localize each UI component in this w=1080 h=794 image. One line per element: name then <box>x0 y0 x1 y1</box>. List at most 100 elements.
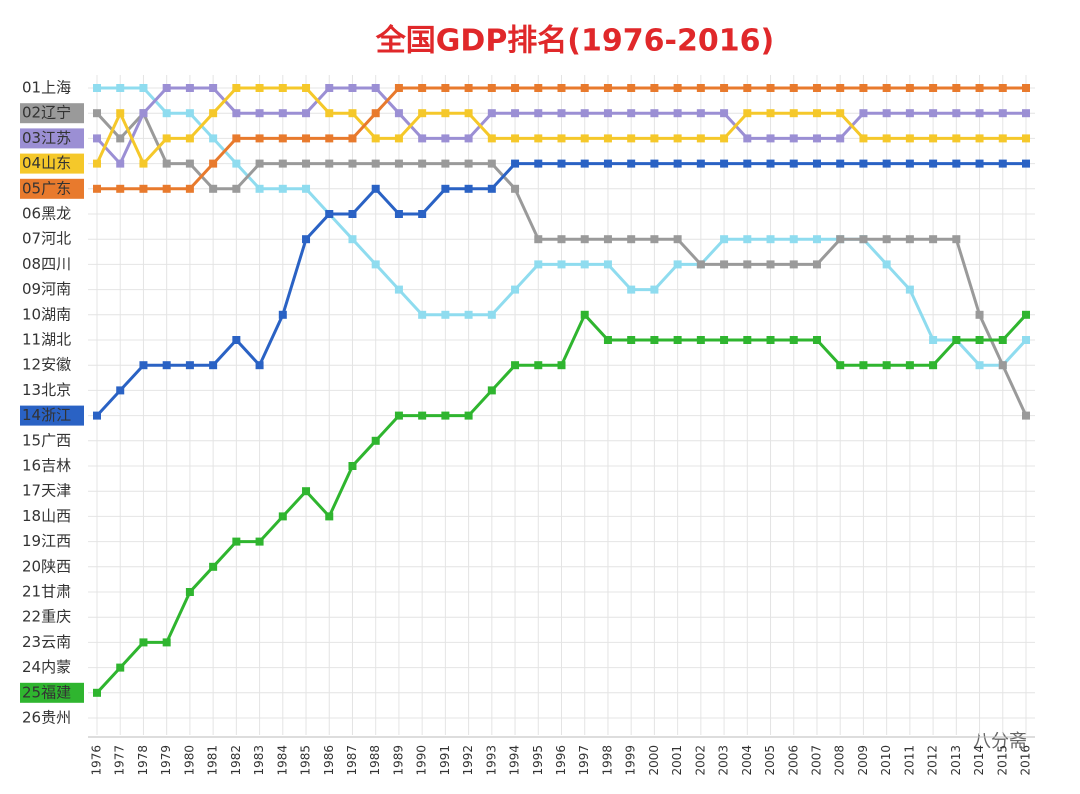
point-marker <box>975 336 984 344</box>
point-marker <box>557 84 566 92</box>
x-tick-label: 1976 <box>90 745 104 776</box>
point-marker <box>720 84 729 92</box>
x-tick-label: 1992 <box>461 745 475 776</box>
point-marker <box>487 184 496 193</box>
x-tick-label: 2007 <box>809 745 823 776</box>
point-marker <box>93 84 101 92</box>
point-marker <box>255 109 264 118</box>
chart-title: 全国GDP排名(1976-2016) <box>375 24 774 59</box>
point-marker <box>998 336 1007 344</box>
point-marker <box>812 109 821 118</box>
point-marker <box>673 260 682 269</box>
x-tick-label: 1999 <box>624 745 638 776</box>
point-marker <box>882 159 891 168</box>
point-marker <box>255 159 264 168</box>
point-marker <box>650 159 659 168</box>
point-marker <box>557 159 566 168</box>
point-marker <box>789 84 798 92</box>
point-marker <box>743 159 752 168</box>
point-marker <box>278 84 287 92</box>
point-marker <box>464 184 473 193</box>
point-marker <box>1022 134 1030 143</box>
point-marker <box>673 134 682 143</box>
point-marker <box>882 134 891 143</box>
point-marker <box>302 159 311 168</box>
point-marker <box>975 134 984 143</box>
point-marker <box>580 109 589 118</box>
point-marker <box>905 109 914 118</box>
point-marker <box>929 109 938 118</box>
point-marker <box>162 159 171 168</box>
x-tick-label: 2000 <box>647 745 661 776</box>
label-highlight <box>20 153 84 174</box>
point-marker <box>255 134 264 143</box>
point-marker <box>836 361 845 370</box>
point-marker <box>696 84 705 92</box>
point-marker <box>394 134 403 143</box>
point-marker <box>836 134 845 143</box>
point-marker <box>812 134 821 143</box>
point-marker <box>511 159 520 168</box>
point-marker <box>116 159 125 168</box>
point-marker <box>580 159 589 168</box>
point-marker <box>162 84 171 92</box>
y-tick-label: 05广东 <box>22 179 71 197</box>
point-marker <box>278 159 287 168</box>
point-marker <box>673 336 682 344</box>
point-marker <box>696 109 705 118</box>
point-marker <box>325 159 334 168</box>
x-tick-label: 2008 <box>833 745 847 776</box>
point-marker <box>441 310 450 319</box>
point-marker <box>929 159 938 168</box>
point-marker <box>812 260 821 269</box>
point-marker <box>348 210 357 218</box>
point-marker <box>743 260 752 269</box>
point-marker <box>278 134 287 143</box>
point-marker <box>162 184 171 193</box>
point-marker <box>603 109 612 118</box>
point-marker <box>209 361 218 370</box>
point-marker <box>905 235 914 244</box>
y-tick-label: 15广西 <box>22 431 71 449</box>
x-tick-label: 2016 <box>1019 745 1033 776</box>
point-marker <box>998 361 1007 370</box>
point-marker <box>766 260 775 269</box>
point-marker <box>766 159 775 168</box>
point-marker <box>302 134 311 143</box>
point-marker <box>487 386 496 395</box>
point-marker <box>394 210 403 218</box>
point-marker <box>185 184 194 193</box>
point-marker <box>534 235 543 244</box>
point-marker <box>627 159 636 168</box>
point-marker <box>696 260 705 269</box>
point-marker <box>789 109 798 118</box>
y-tick-label: 12安徽 <box>22 356 71 374</box>
point-marker <box>162 361 171 370</box>
point-marker <box>348 159 357 168</box>
y-tick-label: 10湖南 <box>22 305 71 323</box>
point-marker <box>348 134 357 143</box>
point-marker <box>557 260 566 269</box>
point-marker <box>464 411 473 420</box>
point-marker <box>859 361 868 370</box>
point-marker <box>905 84 914 92</box>
point-marker <box>905 285 914 294</box>
point-marker <box>998 159 1007 168</box>
point-marker <box>511 184 520 193</box>
point-marker <box>673 84 682 92</box>
point-marker <box>998 134 1007 143</box>
point-marker <box>859 84 868 92</box>
point-marker <box>441 411 450 420</box>
point-marker <box>929 84 938 92</box>
point-marker <box>185 361 194 370</box>
point-marker <box>116 663 125 672</box>
point-marker <box>859 235 868 244</box>
x-tick-label: 1996 <box>554 745 568 776</box>
point-marker <box>650 285 659 294</box>
point-marker <box>673 109 682 118</box>
point-marker <box>232 184 241 193</box>
point-marker <box>766 336 775 344</box>
point-marker <box>743 109 752 118</box>
point-marker <box>720 336 729 344</box>
point-marker <box>603 159 612 168</box>
